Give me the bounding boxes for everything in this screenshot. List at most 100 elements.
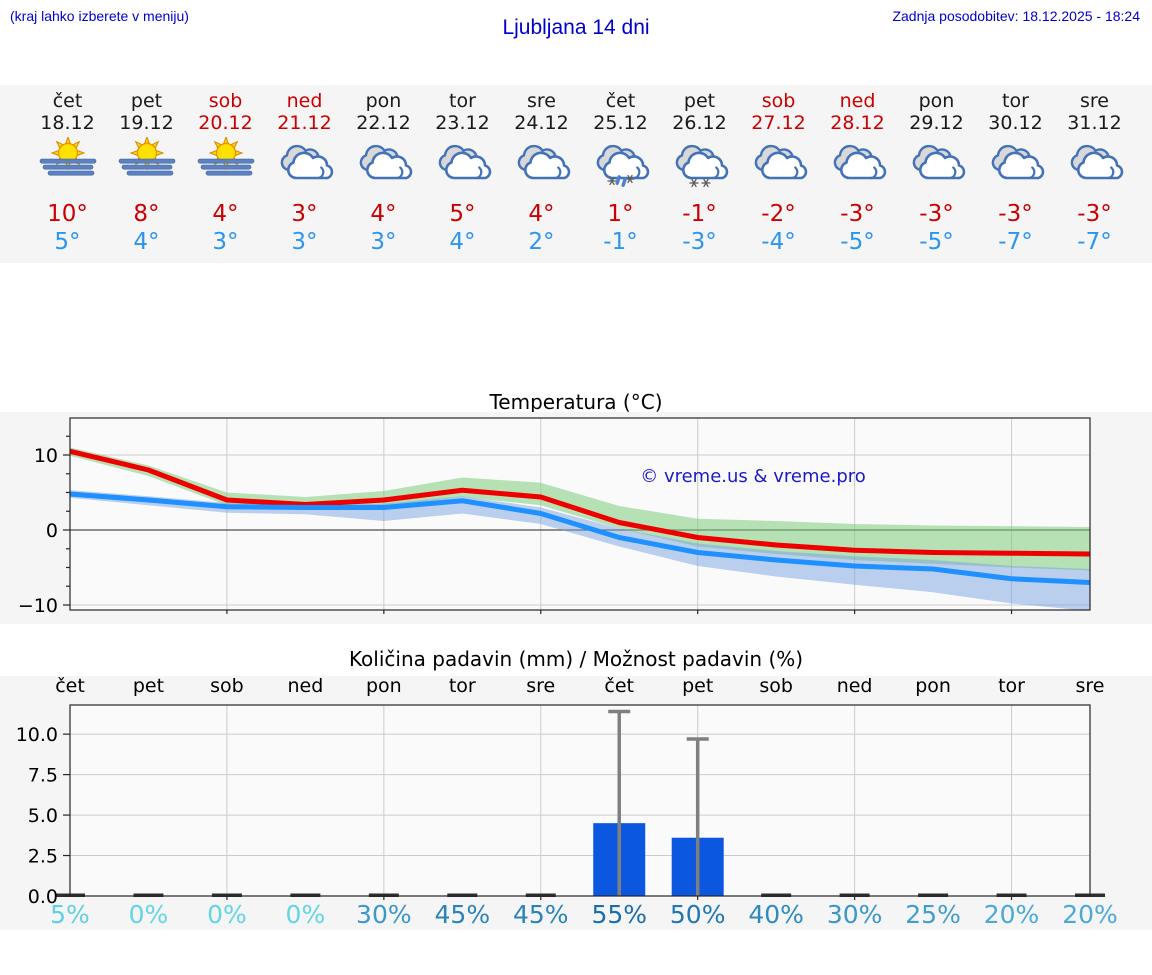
precip-probability-label: 45% <box>435 900 491 929</box>
high-temp: 10° <box>47 201 88 227</box>
precip-zero-mark <box>996 893 1027 897</box>
day-date: 30.12 <box>988 112 1043 134</box>
precip-probability-label: 30% <box>827 900 883 929</box>
temperature-chart-title: Temperatura (°C) <box>489 390 663 414</box>
precip-day-label: pet <box>682 676 713 697</box>
precip-day-label: čet <box>604 676 634 697</box>
day-name: pet <box>130 90 163 112</box>
precip-ytick-label: 0.0 <box>28 886 58 908</box>
precip-ytick-label: 7.5 <box>28 765 58 787</box>
precip-day-label: sre <box>1076 676 1105 697</box>
day-name: pon <box>365 90 402 112</box>
day-date: 19.12 <box>119 112 174 134</box>
day-date: 18.12 <box>40 112 95 134</box>
precip-zero-mark <box>290 893 321 897</box>
forecast-day-column: sob 27.12 -2° -4° <box>739 85 818 263</box>
day-name: čet <box>52 90 83 112</box>
high-temp: -3° <box>998 201 1033 227</box>
day-name: tor <box>449 90 476 112</box>
low-temp: -7° <box>998 229 1033 255</box>
precip-day-label: tor <box>449 676 476 697</box>
forecast-day-column: tor 30.12 -3° -7° <box>976 85 1055 263</box>
cloudy-icon <box>833 144 886 180</box>
day-name: čet <box>605 90 636 112</box>
precip-probability-label: 20% <box>1062 900 1118 929</box>
last-update-label: Zadnja posodobitev: 18.12.2025 - 18:24 <box>892 8 1140 24</box>
forecast-day-column: tor 23.12 5° 4° <box>423 85 502 263</box>
day-date: 20.12 <box>198 112 253 134</box>
day-name: ned <box>839 90 876 112</box>
forecast-day-column: sob 20.12 4° 3° <box>186 85 265 263</box>
high-temp: -1° <box>682 201 717 227</box>
precip-probability-label: 50% <box>670 900 726 929</box>
forecast-day-column: sre 31.12 -3° -7° <box>1055 85 1134 263</box>
forecast-day-column: sre 24.12 4° 2° <box>502 85 581 263</box>
precip-probability-label: 40% <box>748 900 804 929</box>
day-date: 23.12 <box>435 112 490 134</box>
precip-day-label: pon <box>366 676 402 697</box>
precip-day-label: tor <box>998 676 1025 697</box>
sun-fog-icon <box>38 136 97 176</box>
forecast-day-column: pet 19.12 8° 4° <box>107 85 186 263</box>
precip-whisker <box>686 737 709 896</box>
low-temp: -5° <box>919 229 954 255</box>
high-temp: -3° <box>919 201 954 227</box>
forecast-day-column: čet 25.12 1° -1° <box>581 85 660 263</box>
precip-day-label: pon <box>915 676 951 697</box>
precip-day-label: čet <box>55 676 85 697</box>
precip-zero-mark <box>133 893 164 897</box>
location-menu-note[interactable]: (kraj lahko izberete v meniju) <box>10 8 189 24</box>
low-temp: 3° <box>370 229 397 255</box>
precip-probability-label: 5% <box>50 900 90 929</box>
temp-ytick-label: 0 <box>46 520 58 542</box>
precip-day-label: sre <box>526 676 555 697</box>
precip-zero-mark <box>525 893 556 897</box>
temp-ytick-label: 10 <box>34 445 58 467</box>
precipitation-chart-title: Količina padavin (mm) / Možnost padavin … <box>348 647 804 671</box>
day-name: pet <box>683 90 716 112</box>
precip-plot-bg <box>70 705 1090 896</box>
cloudy-icon <box>754 144 807 180</box>
high-temp: 1° <box>607 201 634 227</box>
low-temp: -3° <box>682 229 717 255</box>
low-temp: 5° <box>54 229 81 255</box>
page-title: Ljubljana 14 dni <box>502 16 650 39</box>
precip-day-label: ned <box>287 676 323 697</box>
high-temp: 5° <box>449 201 476 227</box>
forecast-day-column: pet 26.12 -1° -3° <box>660 85 739 263</box>
forecast-day-column: pon 29.12 -3° -5° <box>897 85 976 263</box>
day-date: 29.12 <box>909 112 964 134</box>
precip-whisker <box>608 709 631 896</box>
day-date: 28.12 <box>830 112 885 134</box>
precip-ytick-label: 10.0 <box>16 724 58 746</box>
low-temp: -1° <box>603 229 638 255</box>
precip-ytick-label: 2.5 <box>28 846 58 868</box>
day-name: sob <box>761 90 796 112</box>
precip-zero-mark <box>368 893 399 897</box>
low-temp: -5° <box>840 229 875 255</box>
temp-plot-border <box>69 417 1091 611</box>
precip-probability-label: 0% <box>286 900 326 929</box>
precip-probability-label: 0% <box>129 900 169 929</box>
high-temp: -2° <box>761 201 796 227</box>
cloudy-icon <box>438 144 491 180</box>
precip-probability-label: 30% <box>356 900 412 929</box>
forecast-day-column: pon 22.12 4° 3° <box>344 85 423 263</box>
day-date: 27.12 <box>751 112 806 134</box>
low-temp: 2° <box>528 229 555 255</box>
cloudy-icon <box>359 144 412 180</box>
precip-zero-mark <box>447 893 478 897</box>
precip-probability-label: 0% <box>207 900 247 929</box>
forecast-strip: čet 18.12 10° 5° pet 19.12 8° 4° sob 20.12 4° 3° ned… <box>0 85 1152 263</box>
cloudy-icon <box>912 144 965 180</box>
precip-probability-label: 20% <box>984 900 1040 929</box>
precip-day-label: ned <box>837 676 873 697</box>
day-date: 26.12 <box>672 112 727 134</box>
low-temp: 4° <box>449 229 476 255</box>
cloudy-icon <box>1070 144 1123 180</box>
precip-ytick-label: 5.0 <box>28 805 58 827</box>
precipitation-chart: čet pet sob ned pon tor sre čet pet sob ned pon tor s… <box>0 676 1152 930</box>
cloudy-icon <box>280 144 333 180</box>
day-name: sob <box>208 90 243 112</box>
